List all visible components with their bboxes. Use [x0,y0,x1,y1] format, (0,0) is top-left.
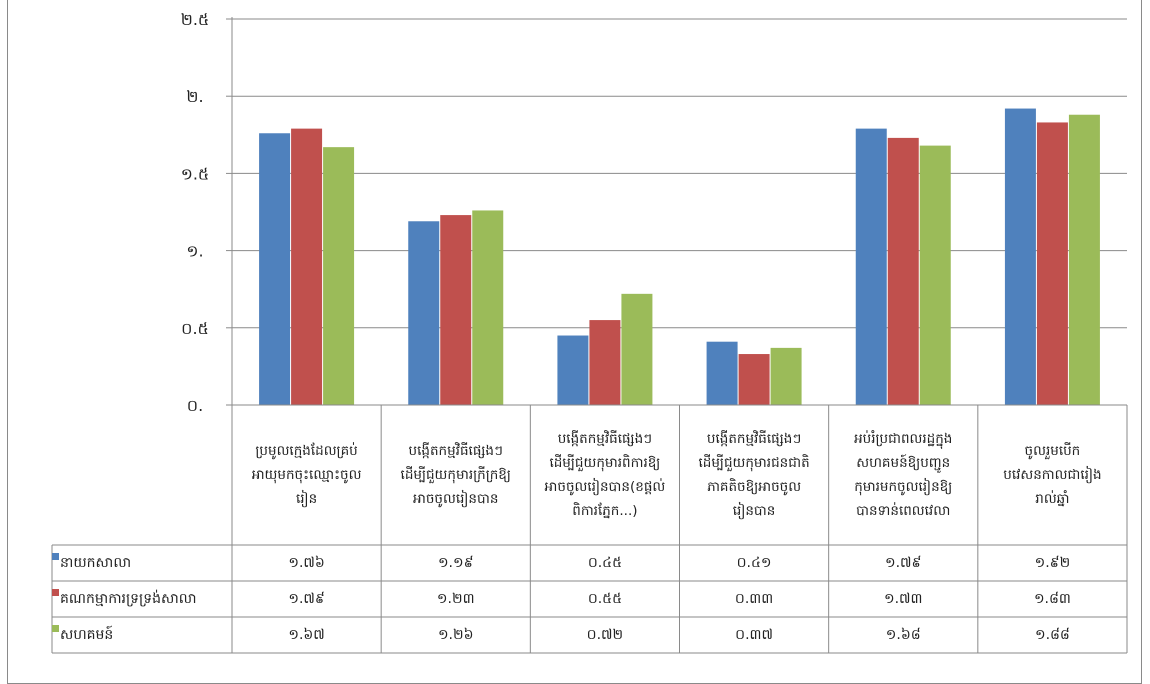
category-label-line: ពិការភ្នែក...) [572,503,638,519]
category-label: ចូលរួមបើកបវេសនកាលជារៀងរាល់ឆ្នាំ [978,405,1127,545]
data-label: ១.២៣ [436,590,475,607]
y-tick-label: ២.៥ [181,10,210,29]
legend-swatch [52,588,59,596]
y-tick-label: ១. [186,242,203,261]
legend-swatch [52,624,59,632]
bar [408,221,440,405]
category-label-line: ចូលរួមបើក [1024,443,1081,459]
data-label: ១.៧៩ [885,554,922,571]
category-label-line: អាចចូលរៀនបាន(ខផ្តល់ [544,479,666,495]
data-label: ០.៧២ [586,626,624,643]
category-label-line: អប់រំប្រជាពលរដ្ឋក្នុង [854,431,953,447]
bar [738,354,770,405]
category-label-line: ភាគតិចឱ្យអាចចូល [707,479,802,495]
bar [259,133,291,406]
bar [919,145,951,405]
category-label: បង្កើតកម្មវិធីផ្សេងៗដើម្បីជួយកុមារជនជាតិ… [680,405,829,545]
legend-entry: នាយកសាលា [52,545,232,581]
bar [1036,122,1068,405]
legend-entry: សហគមន៍ [52,617,232,653]
category-label-line: អាចចូលរៀនបាន [413,491,499,507]
data-label: ១.១៩ [437,554,474,571]
data-label: ០.៥៥ [587,590,622,607]
data-label: ០.៣៧ [735,626,773,643]
data-label: ១.៧៦ [288,554,325,571]
legend-label: នាយកសាលា [60,554,132,571]
legend-entry: គណកម្មាការទ្រទ្រង់សាលា [52,581,232,617]
legend-swatch [52,552,59,560]
category-label-line: អាយុមកចុះឈ្មោះចូល [251,467,362,483]
legend-label: សហគមន៍ [60,626,114,643]
legend-label: គណកម្មាការទ្រទ្រង់សាលា [60,590,197,607]
category-label-line: រៀនបាន [732,503,776,519]
category-label-line: បវេសនកាលជារៀង [1003,467,1102,483]
y-tick-label: ០. [187,396,203,415]
category-label: អប់រំប្រជាពលរដ្ឋក្នុងសហគមន៍ឱ្យបញ្ជូនកុមា… [829,405,978,545]
data-label: ១.៦៨ [885,626,921,643]
bar [472,210,504,405]
data-label: ១.៧៩ [288,590,325,607]
bar [323,147,355,406]
category-label-line: បានទាន់ពេលវេលា [856,503,951,519]
data-label: ១.៨៨ [1034,626,1070,643]
data-label: ១.៨៣ [1033,590,1071,607]
y-tick-label: ០.៥ [181,319,209,338]
bar [706,341,738,405]
category-label-line: បង្កើតកម្មវិធីផ្សេងៗ [557,431,653,447]
data-label: ០.៤៥ [587,554,622,571]
category-label-line: រាល់ឆ្នាំ [1035,491,1070,507]
category-label: បង្កើតកម្មវិធីផ្សេងៗដើម្បីជួយកុមារពិការឱ… [530,405,679,545]
bar [557,335,589,405]
category-label: ប្រមូលក្មេងដែលគ្រប់អាយុមកចុះឈ្មោះចូលរៀន [232,405,381,545]
data-label: ១.៩២ [1034,554,1071,571]
category-label-line: សហគមន៍ឱ្យបញ្ជូន [856,455,951,471]
category-label-line: ប្រមូលក្មេងដែលគ្រប់ [255,443,358,459]
bar [291,128,323,405]
bar [887,137,919,405]
category-label-line: រៀន [295,491,318,507]
bar [770,347,802,405]
category-label: បង្កើតកម្មវិធីផ្សេងៗដើម្បីជួយកុមារក្រីក្… [381,405,530,545]
data-label: ១.៦៧ [288,626,325,643]
data-label: ១.៧៣ [883,590,923,607]
y-tick-label: ២. [186,87,203,106]
y-tick-label: ១.៥ [181,164,210,183]
category-label-line: ដើម្បីជួយកុមារជនជាតិ [698,455,810,471]
data-label: ០.៤១ [736,554,772,571]
category-label-line: កុមារមកចូលរៀនឱ្យ [854,479,953,495]
bar [440,215,472,405]
category-label-line: បង្កើតកម្មវិធីផ្សេងៗ [706,431,802,447]
data-label: ០.៣៣ [734,590,774,607]
data-label: ១.២៦ [437,626,474,643]
category-label-line: ដើម្បីជួយកុមារក្រីក្រឱ្យ [400,467,511,483]
bar [589,320,621,405]
bar [1004,108,1036,405]
bar [621,293,653,405]
bar [855,128,887,405]
bar [1068,114,1100,405]
category-label-line: ដើម្បីជួយកុមារពិការឱ្យ [549,455,661,471]
category-label-line: បង្កើតកម្មវិធីផ្សេងៗ [408,443,503,459]
